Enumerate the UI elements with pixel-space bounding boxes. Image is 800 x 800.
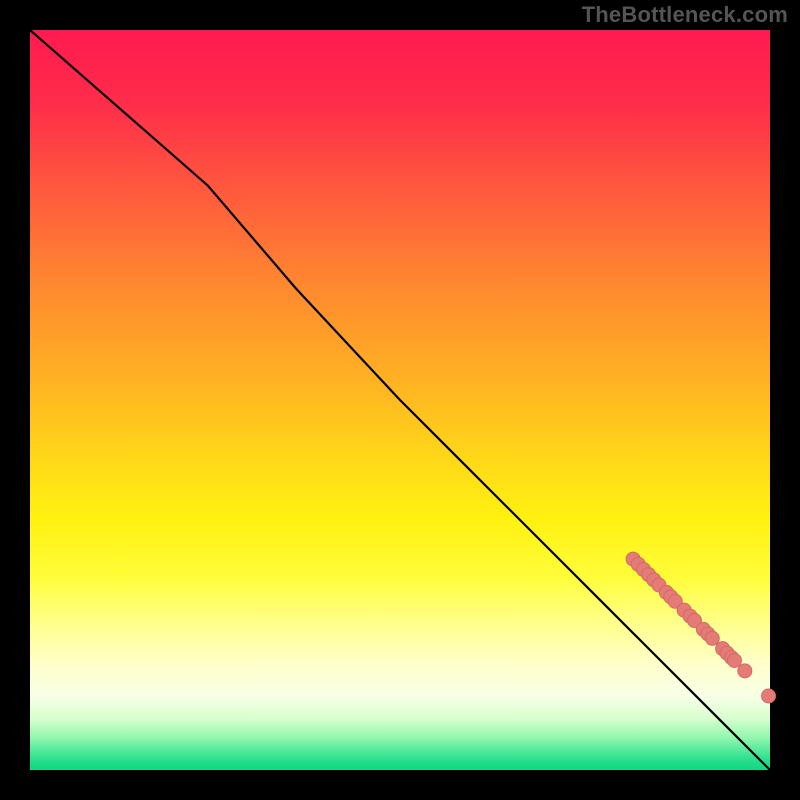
- scatter-group: [626, 552, 775, 703]
- trend-line: [30, 30, 770, 770]
- scatter-point: [705, 631, 719, 645]
- scatter-point: [727, 653, 741, 667]
- plot-overlay: [30, 30, 770, 770]
- scatter-point: [738, 664, 752, 678]
- scatter-point: [762, 689, 776, 703]
- chart-stage: TheBottleneck.com: [0, 0, 800, 800]
- watermark-text: TheBottleneck.com: [582, 2, 788, 28]
